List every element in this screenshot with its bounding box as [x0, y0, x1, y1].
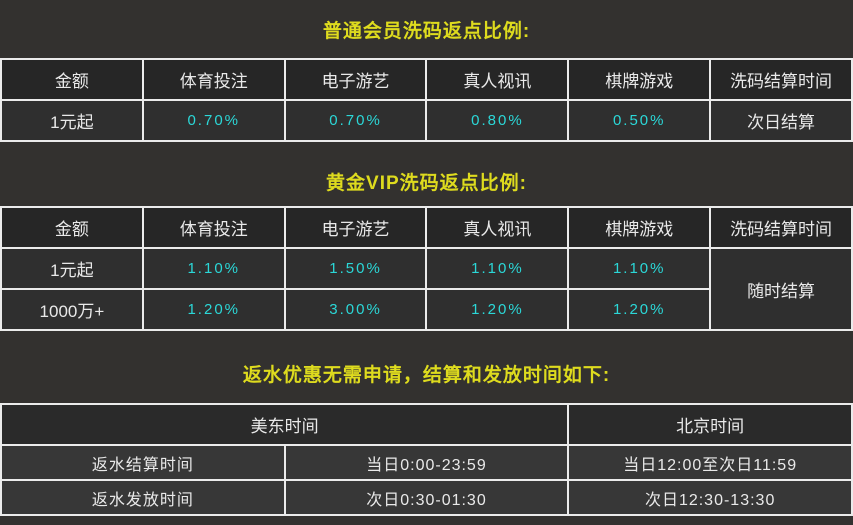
cell-settlement-time: 次日结算	[709, 99, 853, 142]
cell-rate-electronic: 3.00%	[283, 288, 428, 331]
cell-rate-sports: 0.70%	[141, 99, 286, 142]
header-amount: 金额	[0, 206, 144, 249]
header-live-casino: 真人视讯	[425, 206, 570, 249]
table-row: 返水结算时间 当日0:00-23:59 当日12:00至次日11:59	[0, 444, 853, 481]
header-electronic-games: 电子游艺	[283, 58, 428, 101]
row-label-settlement-time: 返水结算时间	[0, 444, 286, 481]
cell-amount-threshold: 1元起	[0, 99, 144, 142]
rebate-schedule-title: 返水优惠无需申请，结算和发放时间如下:	[242, 364, 611, 386]
cell-us-release-time: 次日0:30-01:30	[283, 479, 570, 516]
header-sports-betting: 体育投注	[141, 206, 286, 249]
table-row: 1元起 1.10% 1.50% 1.10% 1.10% 随时结算	[0, 247, 853, 331]
header-us-eastern-time: 美东时间	[0, 403, 570, 446]
table-row: 1000万+ 1.20% 3.00% 1.20% 1.20%	[0, 288, 852, 331]
cell-rate-electronic: 0.70%	[283, 99, 428, 142]
header-card-games: 棋牌游戏	[567, 206, 712, 249]
cell-rate-live: 1.10%	[425, 247, 570, 290]
cell-us-settlement-time: 当日0:00-23:59	[283, 444, 570, 481]
gold-vip-rebate-title: 黄金VIP洗码返点比例:	[326, 172, 527, 194]
gold-vip-rebate-table: 金额 体育投注 电子游艺 真人视讯 棋牌游戏 洗码结算时间 1元起 1.10% …	[0, 206, 853, 331]
rebate-schedule-table: 美东时间 北京时间 返水结算时间 当日0:00-23:59 当日12:00至次日…	[0, 403, 853, 516]
header-beijing-time: 北京时间	[567, 403, 853, 446]
table-row: 1元起 0.70% 0.70% 0.80% 0.50% 次日结算	[0, 99, 853, 142]
header-sports-betting: 体育投注	[141, 58, 286, 101]
normal-member-title-band: 普通会员洗码返点比例:	[0, 0, 853, 58]
header-settlement-time: 洗码结算时间	[709, 58, 853, 101]
header-electronic-games: 电子游艺	[283, 206, 428, 249]
cell-rate-live: 0.80%	[425, 99, 570, 142]
header-amount: 金额	[0, 58, 144, 101]
cell-rate-live: 1.20%	[425, 288, 570, 331]
cell-rate-cards: 0.50%	[567, 99, 712, 142]
cell-beijing-settlement-time: 当日12:00至次日11:59	[567, 444, 853, 481]
table-header-row: 美东时间 北京时间	[0, 403, 853, 446]
cell-rate-sports: 1.20%	[141, 288, 286, 331]
cell-rate-cards: 1.20%	[567, 288, 712, 331]
cell-beijing-release-time: 次日12:30-13:30	[567, 479, 853, 516]
cell-rate-electronic: 1.50%	[283, 247, 428, 290]
cell-amount-threshold: 1000万+	[0, 288, 144, 331]
normal-member-rebate-table: 金额 体育投注 电子游艺 真人视讯 棋牌游戏 洗码结算时间 1元起 0.70% …	[0, 58, 853, 142]
header-live-casino: 真人视讯	[425, 58, 570, 101]
table-header-row: 金额 体育投注 电子游艺 真人视讯 棋牌游戏 洗码结算时间	[0, 58, 853, 101]
row-label-release-time: 返水发放时间	[0, 479, 286, 516]
cell-rate-cards: 1.10%	[567, 247, 712, 290]
header-settlement-time: 洗码结算时间	[709, 206, 853, 249]
schedule-title-band: 返水优惠无需申请，结算和发放时间如下:	[0, 331, 853, 403]
table-header-row: 金额 体育投注 电子游艺 真人视讯 棋牌游戏 洗码结算时间	[0, 206, 853, 249]
gold-vip-title-band: 黄金VIP洗码返点比例:	[0, 142, 853, 206]
cell-settlement-time: 随时结算	[709, 247, 853, 331]
normal-member-rebate-title: 普通会员洗码返点比例:	[322, 20, 531, 42]
cell-amount-threshold: 1元起	[0, 247, 144, 290]
cell-rate-sports: 1.10%	[141, 247, 286, 290]
header-card-games: 棋牌游戏	[567, 58, 712, 101]
table-row: 返水发放时间 次日0:30-01:30 次日12:30-13:30	[0, 479, 853, 516]
